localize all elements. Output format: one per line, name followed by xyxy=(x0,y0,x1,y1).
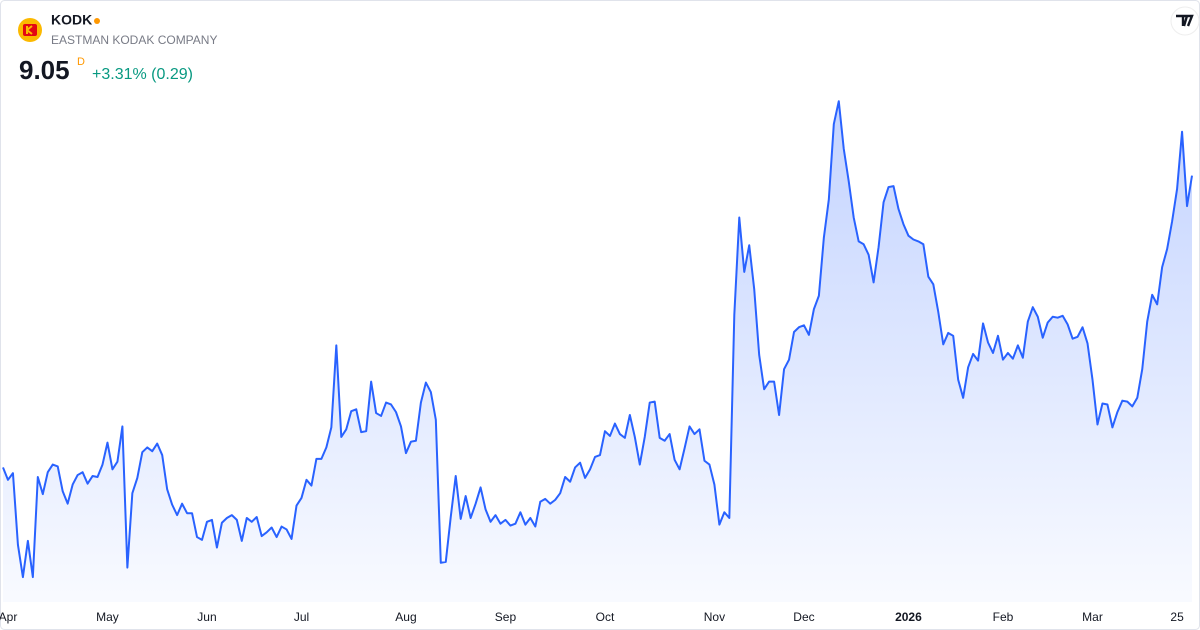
company-name: EASTMAN KODAK COMPANY xyxy=(51,33,217,47)
x-tick-label: May xyxy=(96,610,119,624)
tv-logo-mark[interactable] xyxy=(1176,14,1194,27)
x-tick-label: Mar xyxy=(1082,610,1103,624)
price-line xyxy=(2,100,1193,579)
plot: Apr May Jun Jul Aug Sep Oct Nov Dec 2026 Feb Mar 25 xyxy=(0,100,1193,624)
symbol: KODK xyxy=(51,12,92,28)
price-change: +3.31% (0.29) xyxy=(92,66,193,83)
tv-logo[interactable] xyxy=(1170,6,1200,36)
x-tick-label: Dec xyxy=(793,610,814,624)
x-tick-label: Feb xyxy=(993,610,1014,624)
x-tick-label: Sep xyxy=(495,610,517,624)
price-flag: D xyxy=(77,56,85,68)
x-tick-label: 2026 xyxy=(895,610,922,624)
x-tick-label: Apr xyxy=(0,610,17,624)
x-tick-label: Jun xyxy=(197,610,216,624)
logo-k xyxy=(26,25,33,35)
x-tick-label: Nov xyxy=(704,610,725,624)
x-tick-label: Jul xyxy=(294,610,309,624)
logo xyxy=(18,18,42,42)
area-fill xyxy=(3,101,1192,603)
last-price: 9.05 xyxy=(19,55,70,85)
x-tick-label: Oct xyxy=(596,610,615,624)
x-tick-label: Aug xyxy=(395,610,416,624)
status-dot xyxy=(94,18,100,24)
x-tick-label: 25 xyxy=(1170,610,1184,624)
logo-mark xyxy=(23,24,37,36)
